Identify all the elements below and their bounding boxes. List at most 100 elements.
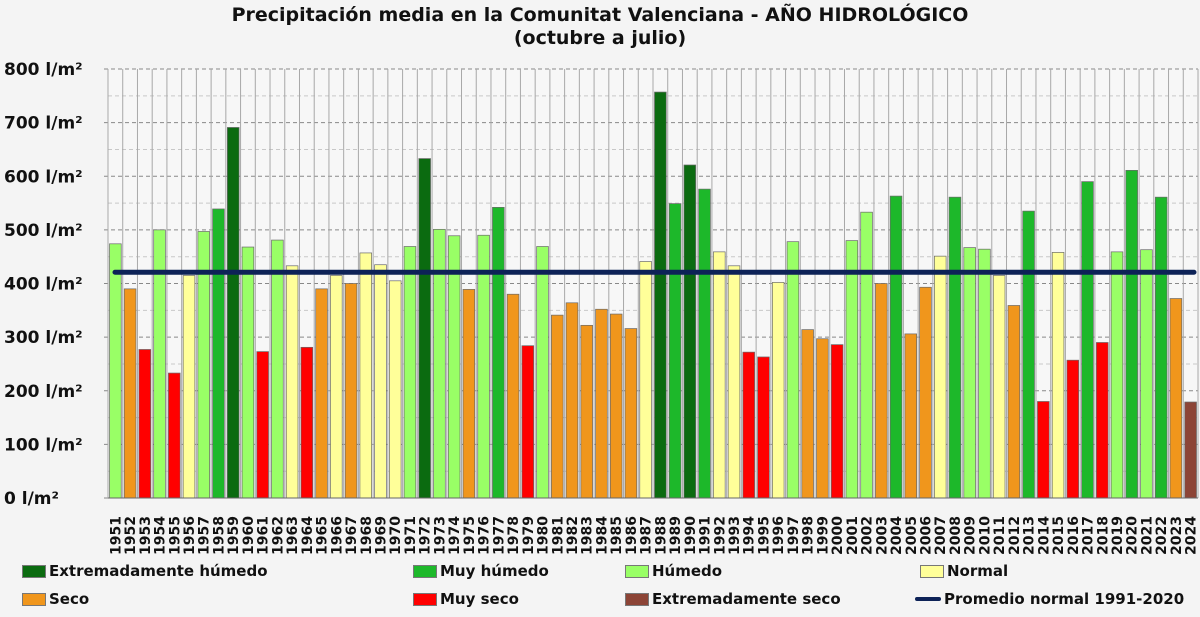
x-tick-label: 1998	[801, 516, 817, 555]
x-tick-label: 1959	[226, 516, 242, 555]
bar-1990	[683, 164, 697, 499]
x-tick-label: 1984	[594, 516, 610, 555]
x-tick-label: 1964	[300, 516, 316, 555]
x-tick-label: 1955	[167, 516, 183, 555]
x-tick-label: 1965	[315, 516, 331, 555]
legend-label: Promedio normal 1991-2020	[944, 590, 1185, 608]
x-tick-label: 1961	[256, 516, 272, 555]
x-tick-label: 1967	[344, 516, 360, 555]
x-tick-label: 1994	[742, 516, 758, 555]
bar-1967	[344, 283, 358, 499]
bar-1958	[212, 208, 225, 499]
x-tick-label: 1954	[153, 516, 169, 555]
x-tick-label: 1976	[477, 516, 493, 555]
x-tick-label: 1985	[609, 516, 625, 555]
bar-2009	[963, 247, 976, 499]
x-tick-label: 1989	[668, 516, 684, 555]
y-tick-label: 700 l/m²	[4, 114, 83, 134]
legend-swatch	[920, 564, 944, 578]
x-tick-label: 2005	[904, 516, 920, 555]
x-tick-label: 2014	[1036, 516, 1052, 555]
x-tick-label: 1987	[639, 516, 655, 555]
x-tick-label: 2020	[1125, 516, 1141, 555]
bar-1971	[403, 246, 417, 499]
bar-1989	[668, 203, 682, 499]
x-tick-label: 1953	[138, 516, 154, 555]
bar-1968	[359, 252, 372, 499]
bar-1996	[771, 282, 785, 499]
bar-1992	[713, 251, 726, 499]
bar-1961	[256, 351, 269, 499]
bar-1997	[786, 241, 800, 499]
bar-1974	[447, 235, 461, 499]
bar-2024	[1184, 401, 1197, 499]
x-tick-label: 2015	[1051, 516, 1067, 555]
bar-2023	[1169, 298, 1183, 499]
bar-1956	[182, 275, 196, 499]
bar-2012	[1007, 305, 1021, 499]
bar-2003	[875, 283, 888, 499]
bar-1985	[609, 313, 623, 499]
y-tick-label: 200 l/m²	[4, 382, 83, 402]
bar-2014	[1037, 401, 1050, 499]
legend-label: Extremadamente húmedo	[49, 562, 268, 580]
x-tick-label: 2023	[1169, 516, 1185, 555]
bar-2016	[1066, 359, 1080, 499]
x-tick-label: 2010	[977, 516, 993, 555]
y-tick-label: 800 l/m²	[4, 60, 83, 80]
bar-1951	[109, 243, 122, 499]
x-tick-label: 2019	[1110, 516, 1126, 555]
bar-2018	[1096, 342, 1109, 499]
legend-item: Extremadamente húmedo	[22, 562, 268, 580]
x-tick-label: 1957	[197, 516, 213, 555]
x-tick-label: 2006	[919, 516, 935, 555]
legend-item: Muy seco	[413, 590, 519, 608]
bar-1962	[271, 239, 284, 499]
x-tick-label: 2024	[1184, 516, 1200, 555]
x-tick-label: 2008	[948, 516, 964, 555]
bar-1975	[462, 289, 476, 499]
bar-1994	[742, 351, 755, 499]
legend-label: Muy húmedo	[440, 562, 549, 580]
bar-2005	[904, 333, 917, 499]
bar-1955	[168, 372, 181, 499]
x-tick-label: 1951	[108, 516, 124, 555]
bar-1964	[300, 346, 314, 499]
x-tick-label: 1966	[329, 516, 345, 555]
bar-1963	[285, 265, 299, 499]
legend-item: Húmedo	[625, 562, 722, 580]
bar-1982	[565, 302, 579, 499]
bar-1970	[389, 280, 402, 499]
bar-2006	[919, 286, 932, 499]
bar-1960	[241, 246, 255, 499]
x-tick-label: 2007	[933, 516, 949, 555]
x-tick-label: 1971	[403, 516, 419, 555]
x-tick-label: 1958	[211, 516, 227, 555]
legend-item: Seco	[22, 590, 89, 608]
bar-2022	[1154, 196, 1168, 499]
y-tick-label: 300 l/m²	[4, 328, 83, 348]
x-tick-label: 1980	[536, 516, 552, 555]
x-tick-label: 1991	[698, 516, 714, 555]
bar-2011	[992, 275, 1006, 499]
bar-1973	[433, 228, 446, 499]
legend-label: Extremadamente seco	[652, 590, 841, 608]
x-tick-label: 1992	[712, 516, 728, 555]
legend-item: Normal	[920, 562, 1008, 580]
x-tick-label: 1978	[506, 516, 522, 555]
x-tick-label: 2000	[830, 516, 846, 555]
bar-2021	[1140, 249, 1153, 499]
bar-1991	[698, 188, 711, 499]
x-tick-label: 1973	[432, 516, 448, 555]
bar-1983	[580, 324, 593, 499]
x-tick-label: 1969	[374, 516, 390, 555]
x-tick-label: 2017	[1081, 516, 1097, 555]
bar-2010	[978, 248, 991, 499]
x-tick-label: 1986	[624, 516, 640, 555]
legend-swatch	[625, 564, 649, 578]
bar-1959	[226, 127, 240, 499]
bar-2019	[1110, 251, 1124, 499]
legend-item: Extremadamente seco	[625, 590, 841, 608]
bar-1952	[123, 288, 137, 499]
